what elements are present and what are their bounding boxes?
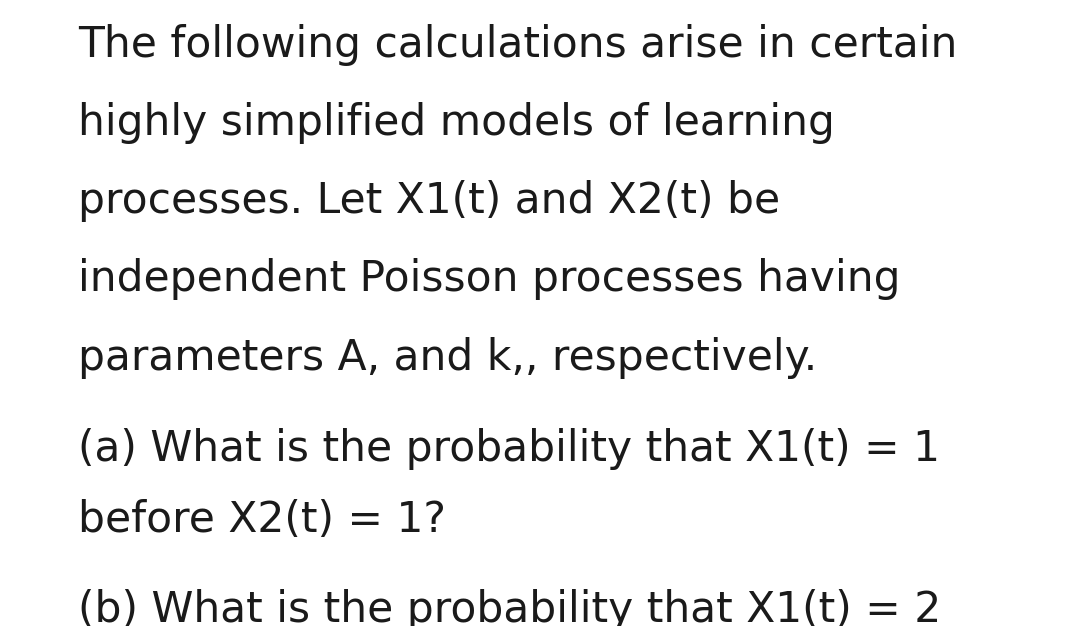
Text: (b) What is the probability that X1(t) = 2: (b) What is the probability that X1(t) =…: [78, 589, 941, 626]
Text: before X2(t) = 1?: before X2(t) = 1?: [78, 500, 446, 541]
Text: parameters A, and k,, respectively.: parameters A, and k,, respectively.: [78, 337, 816, 379]
Text: processes. Let X1(t) and X2(t) be: processes. Let X1(t) and X2(t) be: [78, 180, 780, 222]
Text: The following calculations arise in certain: The following calculations arise in cert…: [78, 24, 957, 66]
Text: independent Poisson processes having: independent Poisson processes having: [78, 259, 901, 300]
Text: highly simplified models of learning: highly simplified models of learning: [78, 102, 835, 144]
Text: (a) What is the probability that X1(t) = 1: (a) What is the probability that X1(t) =…: [78, 428, 940, 470]
